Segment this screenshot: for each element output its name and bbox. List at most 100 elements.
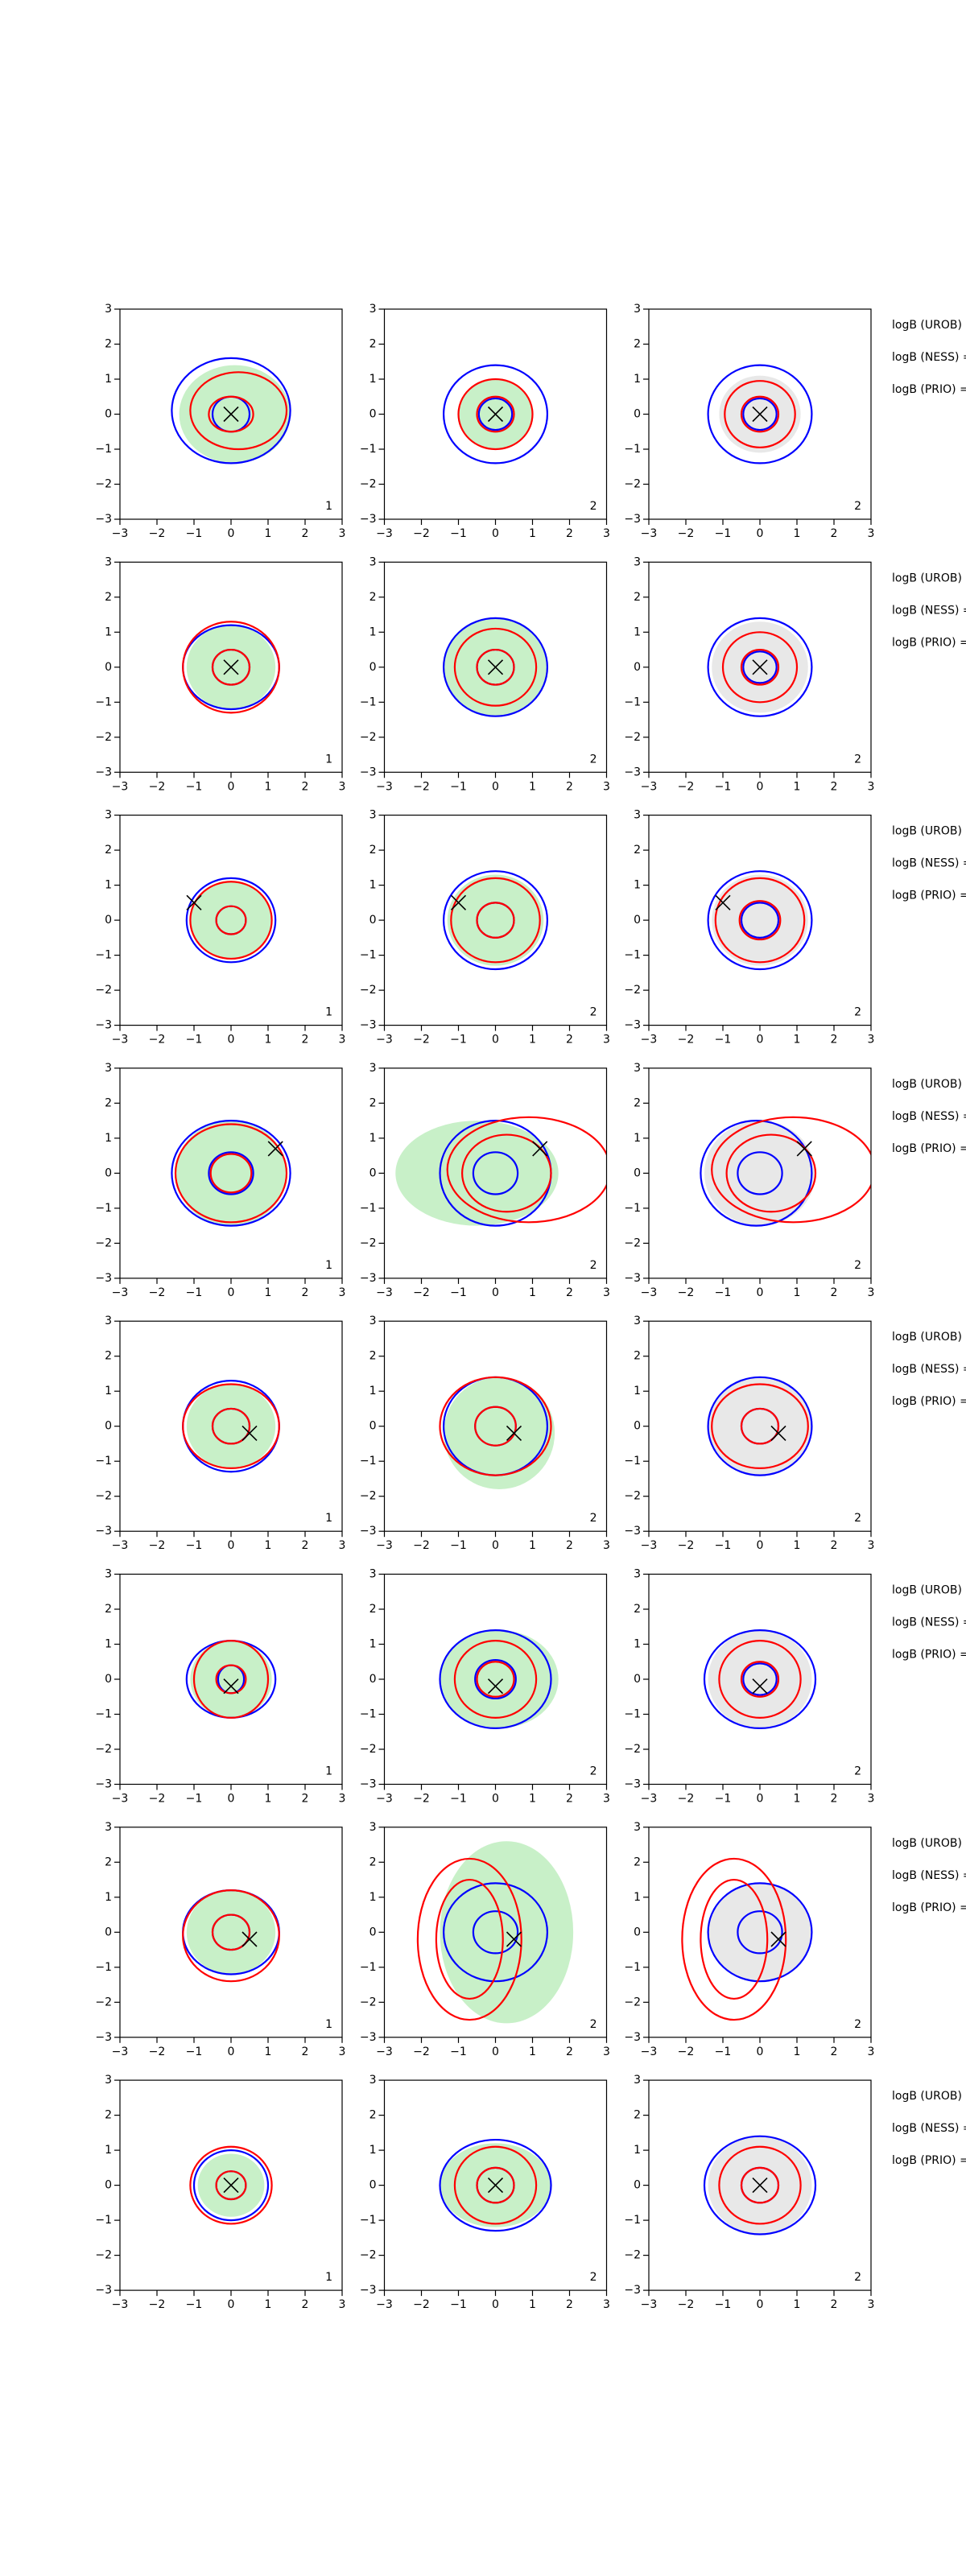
y-tick-label: −3 [360, 1525, 377, 1538]
marker [450, 894, 467, 910]
x-tick-label: 1 [265, 1034, 272, 1046]
x-tick-label: −1 [450, 1286, 467, 1299]
x-tick-label: −1 [450, 2298, 467, 2311]
x-tick-label: 3 [868, 1539, 875, 1552]
x-tick-label: 0 [757, 1793, 764, 1806]
x-tick-label: 3 [868, 1286, 875, 1299]
y-tick-label: −1 [95, 443, 112, 456]
y-tick-label: −1 [360, 1455, 377, 1468]
y-tick-label: 1 [634, 879, 641, 892]
y-tick-label: 0 [369, 1926, 377, 1938]
x-tick-label: −1 [450, 780, 467, 793]
contour-line [460, 1133, 552, 1213]
contour-line [446, 1116, 607, 1224]
panel: −3 −2 −1 0 1 2 3 −3 −2 −1 0 1 2 3 1 [95, 1315, 345, 1552]
density-region [175, 1121, 287, 1226]
plot-area [707, 870, 813, 971]
panel-label: 2 [590, 753, 597, 766]
contour-line [474, 1406, 517, 1447]
x-tick-label: 3 [603, 1793, 610, 1806]
x-tick-label: −1 [715, 780, 732, 793]
x-tick-label: 2 [302, 1539, 309, 1552]
marker [223, 2178, 239, 2194]
contour-line [737, 1151, 783, 1195]
contour-line [476, 648, 515, 686]
y-tick-label: 1 [634, 1891, 641, 1904]
y-tick-label: 1 [634, 1132, 641, 1145]
panel: −3 −2 −1 0 1 2 3 −3 −2 −1 0 1 2 3 1 [95, 2074, 345, 2311]
x-tick-label: −3 [641, 1286, 658, 1299]
panel-label: 1 [325, 753, 332, 766]
y-tick-label: −2 [95, 984, 112, 997]
y-tick-label: −2 [360, 731, 377, 744]
y-tick-label: −3 [360, 1272, 377, 1285]
y-tick-label: 2 [634, 338, 641, 351]
y-tick-label: 2 [105, 1856, 112, 1868]
y-tick-label: 3 [634, 1821, 641, 1834]
x-tick-label: −1 [186, 780, 203, 793]
x-tick-label: 2 [831, 2298, 838, 2311]
x-tick-label: −2 [678, 780, 695, 793]
y-tick-label: 1 [369, 879, 377, 892]
x-tick-label: −3 [376, 527, 393, 540]
density-region [712, 874, 808, 966]
x-tick-label: 2 [831, 1286, 838, 1299]
contour-line [740, 902, 780, 939]
x-tick-label: −3 [376, 1539, 393, 1552]
contour-line [740, 1661, 780, 1698]
y-tick-label: 2 [634, 1096, 641, 1109]
y-tick-label: 0 [369, 408, 377, 421]
panel-label: 2 [854, 2018, 861, 2031]
panel: −3 −2 −1 0 1 2 3 −3 −2 −1 0 1 2 3 2 [624, 1568, 874, 1806]
contour-line [707, 1376, 813, 1476]
panel: −3 −2 −1 0 1 2 3 −3 −2 −1 0 1 2 3 2 [360, 1568, 610, 1806]
plot-area [707, 1376, 813, 1476]
x-tick-label: 3 [603, 1034, 610, 1046]
x-tick-label: −1 [715, 1034, 732, 1046]
panel-label: 2 [854, 1006, 861, 1019]
x-tick-label: 1 [265, 527, 272, 540]
x-tick-label: 3 [339, 1286, 346, 1299]
x-tick-label: 3 [603, 1539, 610, 1552]
marker [752, 659, 768, 675]
x-tick-label: 1 [794, 1539, 801, 1552]
y-tick-label: 0 [105, 408, 112, 421]
x-tick-label: −1 [186, 527, 203, 540]
y-tick-label: 0 [369, 1420, 377, 1433]
x-tick-label: 3 [339, 527, 346, 540]
contour-line [442, 617, 548, 717]
x-tick-label: 0 [228, 1286, 235, 1299]
x-tick-label: 0 [492, 527, 499, 540]
y-tick-label: 0 [634, 2179, 641, 2192]
marker [487, 406, 504, 423]
y-tick-label: 1 [105, 373, 112, 386]
x-tick-label: −2 [413, 527, 430, 540]
x-tick-label: 0 [492, 1034, 499, 1046]
y-tick-label: −3 [360, 2284, 377, 2297]
y-tick-label: 1 [105, 625, 112, 638]
x-tick-label: −2 [678, 2298, 695, 2311]
x-tick-label: 0 [492, 780, 499, 793]
x-tick-label: 1 [529, 1034, 536, 1046]
y-tick-label: −2 [624, 2249, 641, 2262]
y-tick-label: −2 [360, 984, 377, 997]
plot-area [171, 357, 291, 464]
x-tick-label: −2 [413, 1793, 430, 1806]
x-tick-label: 3 [868, 527, 875, 540]
y-tick-label: −3 [95, 1778, 112, 1791]
contour-line [740, 648, 780, 686]
marker [487, 1678, 504, 1695]
density-region [440, 1630, 559, 1728]
marker [186, 894, 202, 910]
y-tick-label: −1 [95, 2214, 112, 2227]
x-tick-label: −3 [376, 780, 393, 793]
y-tick-label: −3 [624, 2284, 641, 2297]
y-tick-label: 2 [105, 2109, 112, 2122]
density-region [190, 1641, 272, 1718]
y-tick-label: −1 [624, 1961, 641, 1974]
x-tick-label: −2 [413, 1034, 430, 1046]
y-tick-label: −1 [360, 1202, 377, 1215]
x-tick-label: −3 [112, 1539, 129, 1552]
x-tick-label: 1 [529, 780, 536, 793]
marker [770, 1931, 786, 1947]
